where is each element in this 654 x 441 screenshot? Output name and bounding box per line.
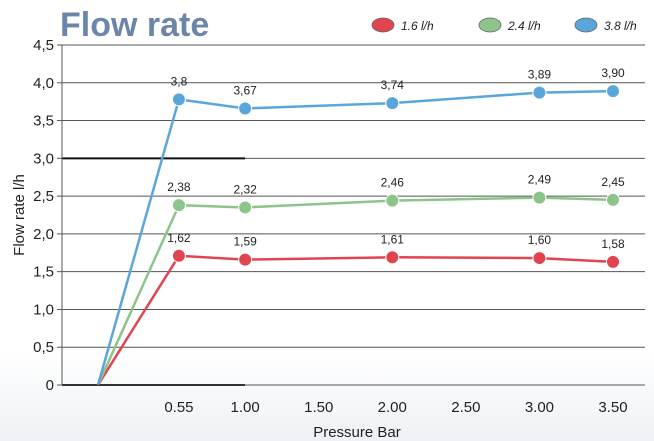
data-point	[238, 252, 253, 267]
legend-label: 2.4 l/h	[507, 19, 541, 33]
grid	[62, 44, 645, 386]
data-point	[171, 248, 186, 263]
data-point	[606, 254, 620, 269]
y-tick-label: 2,5	[33, 188, 54, 205]
data-label: 2,49	[528, 173, 552, 187]
data-label: 1,62	[167, 231, 191, 245]
data-label: 2,38	[167, 180, 191, 194]
legend-label: 1.6 l/h	[401, 19, 434, 33]
data-point	[532, 85, 547, 100]
data-point	[238, 101, 253, 116]
data-label: 3,90	[601, 66, 625, 80]
legend-label: 3.8 l/h	[604, 19, 637, 33]
x-tick-label: 2.00	[378, 399, 407, 416]
y-tick-label: 1,5	[33, 264, 54, 281]
data-point	[606, 84, 620, 99]
legend-swatch	[478, 17, 502, 33]
data-label: 3,89	[528, 68, 552, 82]
data-point	[385, 250, 400, 265]
legend: 1.6 l/h 2.4 l/h 3.8 l/h	[371, 17, 637, 33]
legend-swatch	[371, 17, 395, 33]
y-tick-label: 0,5	[33, 339, 54, 356]
y-tick-label: 3,0	[33, 150, 54, 167]
y-tick-label: 0	[46, 377, 54, 394]
series-line	[96, 254, 614, 386]
data-point	[532, 251, 547, 266]
data-point	[238, 200, 253, 215]
legend-swatch	[574, 17, 598, 33]
x-tick-label: 3.50	[598, 399, 627, 416]
data-label: 3,67	[233, 83, 257, 97]
data-label: 1,61	[381, 232, 405, 246]
data-label: 2,46	[381, 176, 405, 190]
data-label: 2,32	[233, 182, 257, 196]
y-tick-label: 3,5	[33, 113, 54, 130]
x-tick-label: 1.50	[304, 399, 333, 416]
data-point	[171, 92, 186, 107]
data-point	[532, 190, 547, 205]
x-axis-label: Pressure Bar	[313, 424, 401, 441]
data-label: 2,45	[601, 175, 625, 189]
series-line	[96, 196, 614, 386]
x-axis-ticks: 0.55 1.00 1.50 2.00 2.50 3.00 3.50	[164, 399, 627, 416]
data-labels: 1,62 1,59 1,61 1,60 1,58 2,38 2,32 2,46 2,49 2,45…	[167, 66, 625, 251]
y-axis-label: Flow rate l/h	[11, 174, 28, 256]
y-axis-ticks: 0 0,5 1,0 1,5 2,0 2,5 3,0 3,5 4,0 4,5	[33, 37, 62, 394]
data-label: 1,60	[528, 233, 552, 247]
data-label: 1,58	[601, 237, 625, 251]
data-point	[171, 198, 186, 213]
chart-title: Flow rate	[60, 6, 209, 44]
data-label: 3,8	[171, 74, 188, 88]
y-tick-label: 4,5	[33, 37, 54, 54]
x-tick-label: 2.50	[451, 399, 480, 416]
series-group	[96, 84, 620, 386]
data-label: 1,59	[233, 235, 257, 249]
data-point	[606, 192, 620, 207]
data-label: 3,74	[381, 78, 405, 92]
y-tick-label: 1,0	[33, 301, 54, 318]
x-tick-label: 0.55	[164, 399, 193, 416]
data-point	[385, 193, 400, 208]
x-tick-label: 3.00	[525, 399, 554, 416]
y-tick-label: 2,0	[33, 226, 54, 243]
data-point	[385, 96, 400, 111]
series-line	[96, 89, 614, 386]
y-tick-label: 4,0	[33, 75, 54, 92]
x-tick-label: 1.00	[231, 399, 260, 416]
